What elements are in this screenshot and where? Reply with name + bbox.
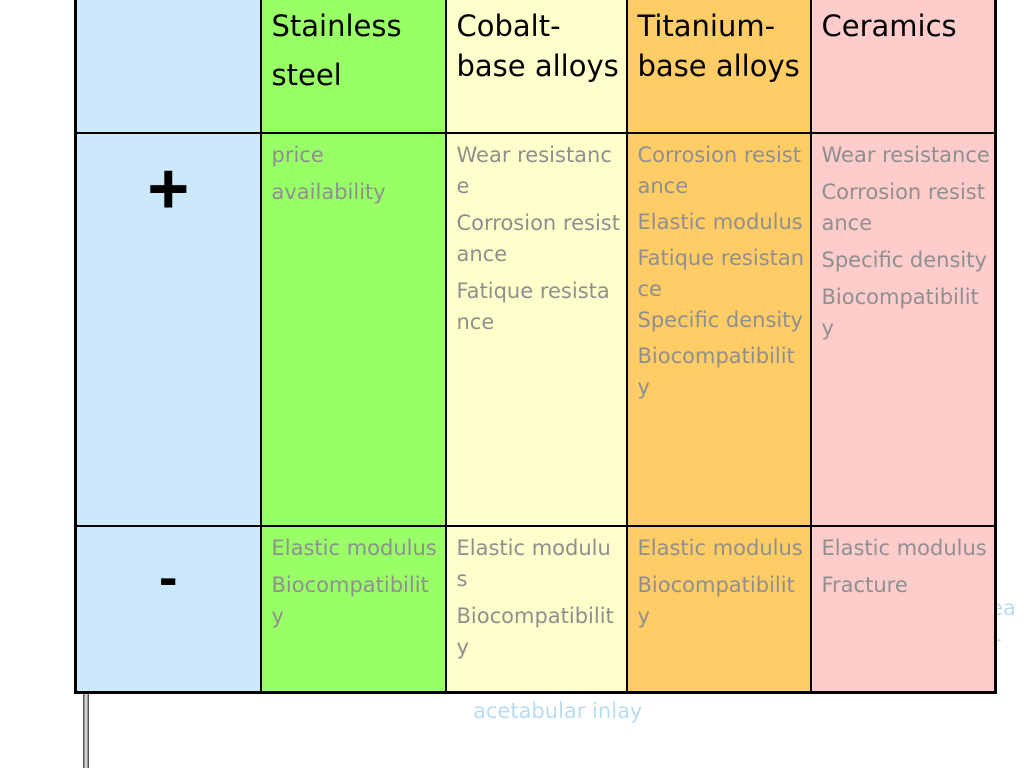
list-item: Fatique resistance bbox=[456, 279, 610, 334]
list-item: Fracture bbox=[821, 573, 908, 597]
header-row: Stainless steel Cobalt-base alloys Titan… bbox=[74, 0, 997, 134]
implant-stem bbox=[83, 692, 89, 768]
advantages-row: + price availability Wear resistance Cor… bbox=[74, 132, 997, 527]
minus-sign: - bbox=[74, 525, 262, 694]
list-item: Corrosion resistance bbox=[821, 180, 985, 235]
background-fragment: r bbox=[992, 632, 1001, 656]
header-label: Cobalt-base alloys bbox=[456, 9, 619, 83]
list-item: Elastic modulus bbox=[271, 536, 437, 560]
list-item: Wear resistance bbox=[456, 143, 612, 198]
list-item: Elastic modulus bbox=[637, 536, 803, 560]
header-titanium-base-alloys: Titanium-base alloys bbox=[625, 0, 812, 134]
cell-ceramics-minus: Elastic modulus Fracture bbox=[809, 525, 997, 694]
list-item: Biocompatibility bbox=[821, 285, 979, 340]
list-item: Biocompatibility bbox=[456, 604, 614, 659]
disadvantages-row: - Elastic modulus Biocompatibility Elast… bbox=[74, 525, 997, 694]
list-item: Wear resistance bbox=[821, 143, 990, 167]
header-ceramics: Ceramics bbox=[809, 0, 997, 134]
list-item: Biocompatibility bbox=[271, 573, 429, 628]
cell-titanium-minus: Elastic modulus Biocompatibility bbox=[625, 525, 812, 694]
list-item: Specific density bbox=[637, 308, 803, 332]
list-item: Elastic modulus bbox=[456, 536, 611, 591]
header-label: Stainless steel bbox=[271, 9, 402, 92]
list-item: Elastic modulus bbox=[637, 210, 803, 234]
cell-ceramics-plus: Wear resistance Corrosion resistance Spe… bbox=[809, 132, 997, 527]
cell-stainless-minus: Elastic modulus Biocompatibility bbox=[259, 525, 447, 694]
list-item: Biocompatibility bbox=[637, 573, 795, 628]
cell-cobalt-minus: Elastic modulus Biocompatibility bbox=[444, 525, 628, 694]
list-item: Corrosion resistance bbox=[637, 143, 801, 198]
plus-sign: + bbox=[74, 132, 262, 527]
list-item: Corrosion resistance bbox=[456, 211, 620, 266]
list-item: Specific density bbox=[821, 248, 987, 272]
corner-cell bbox=[74, 0, 262, 134]
list-item: Biocompatibility bbox=[637, 344, 795, 399]
materials-comparison-table: Stainless steel Cobalt-base alloys Titan… bbox=[74, 0, 997, 694]
list-item: Elastic modulus bbox=[821, 536, 987, 560]
list-item: price bbox=[271, 143, 324, 167]
list-item: Fatique resistance bbox=[637, 246, 805, 301]
cell-cobalt-plus: Wear resistance Corrosion resistance Fat… bbox=[444, 132, 628, 527]
header-stainless-steel: Stainless steel bbox=[259, 0, 447, 134]
header-label: Ceramics bbox=[821, 9, 957, 43]
header-cobalt-base-alloys: Cobalt-base alloys bbox=[444, 0, 628, 134]
cell-titanium-plus: Corrosion resistance Elastic modulus Fat… bbox=[625, 132, 812, 527]
cell-stainless-plus: price availability bbox=[259, 132, 447, 527]
header-label: Titanium-base alloys bbox=[637, 9, 800, 83]
list-item: availability bbox=[271, 180, 386, 204]
background-caption: acetabular inlay bbox=[473, 699, 643, 723]
